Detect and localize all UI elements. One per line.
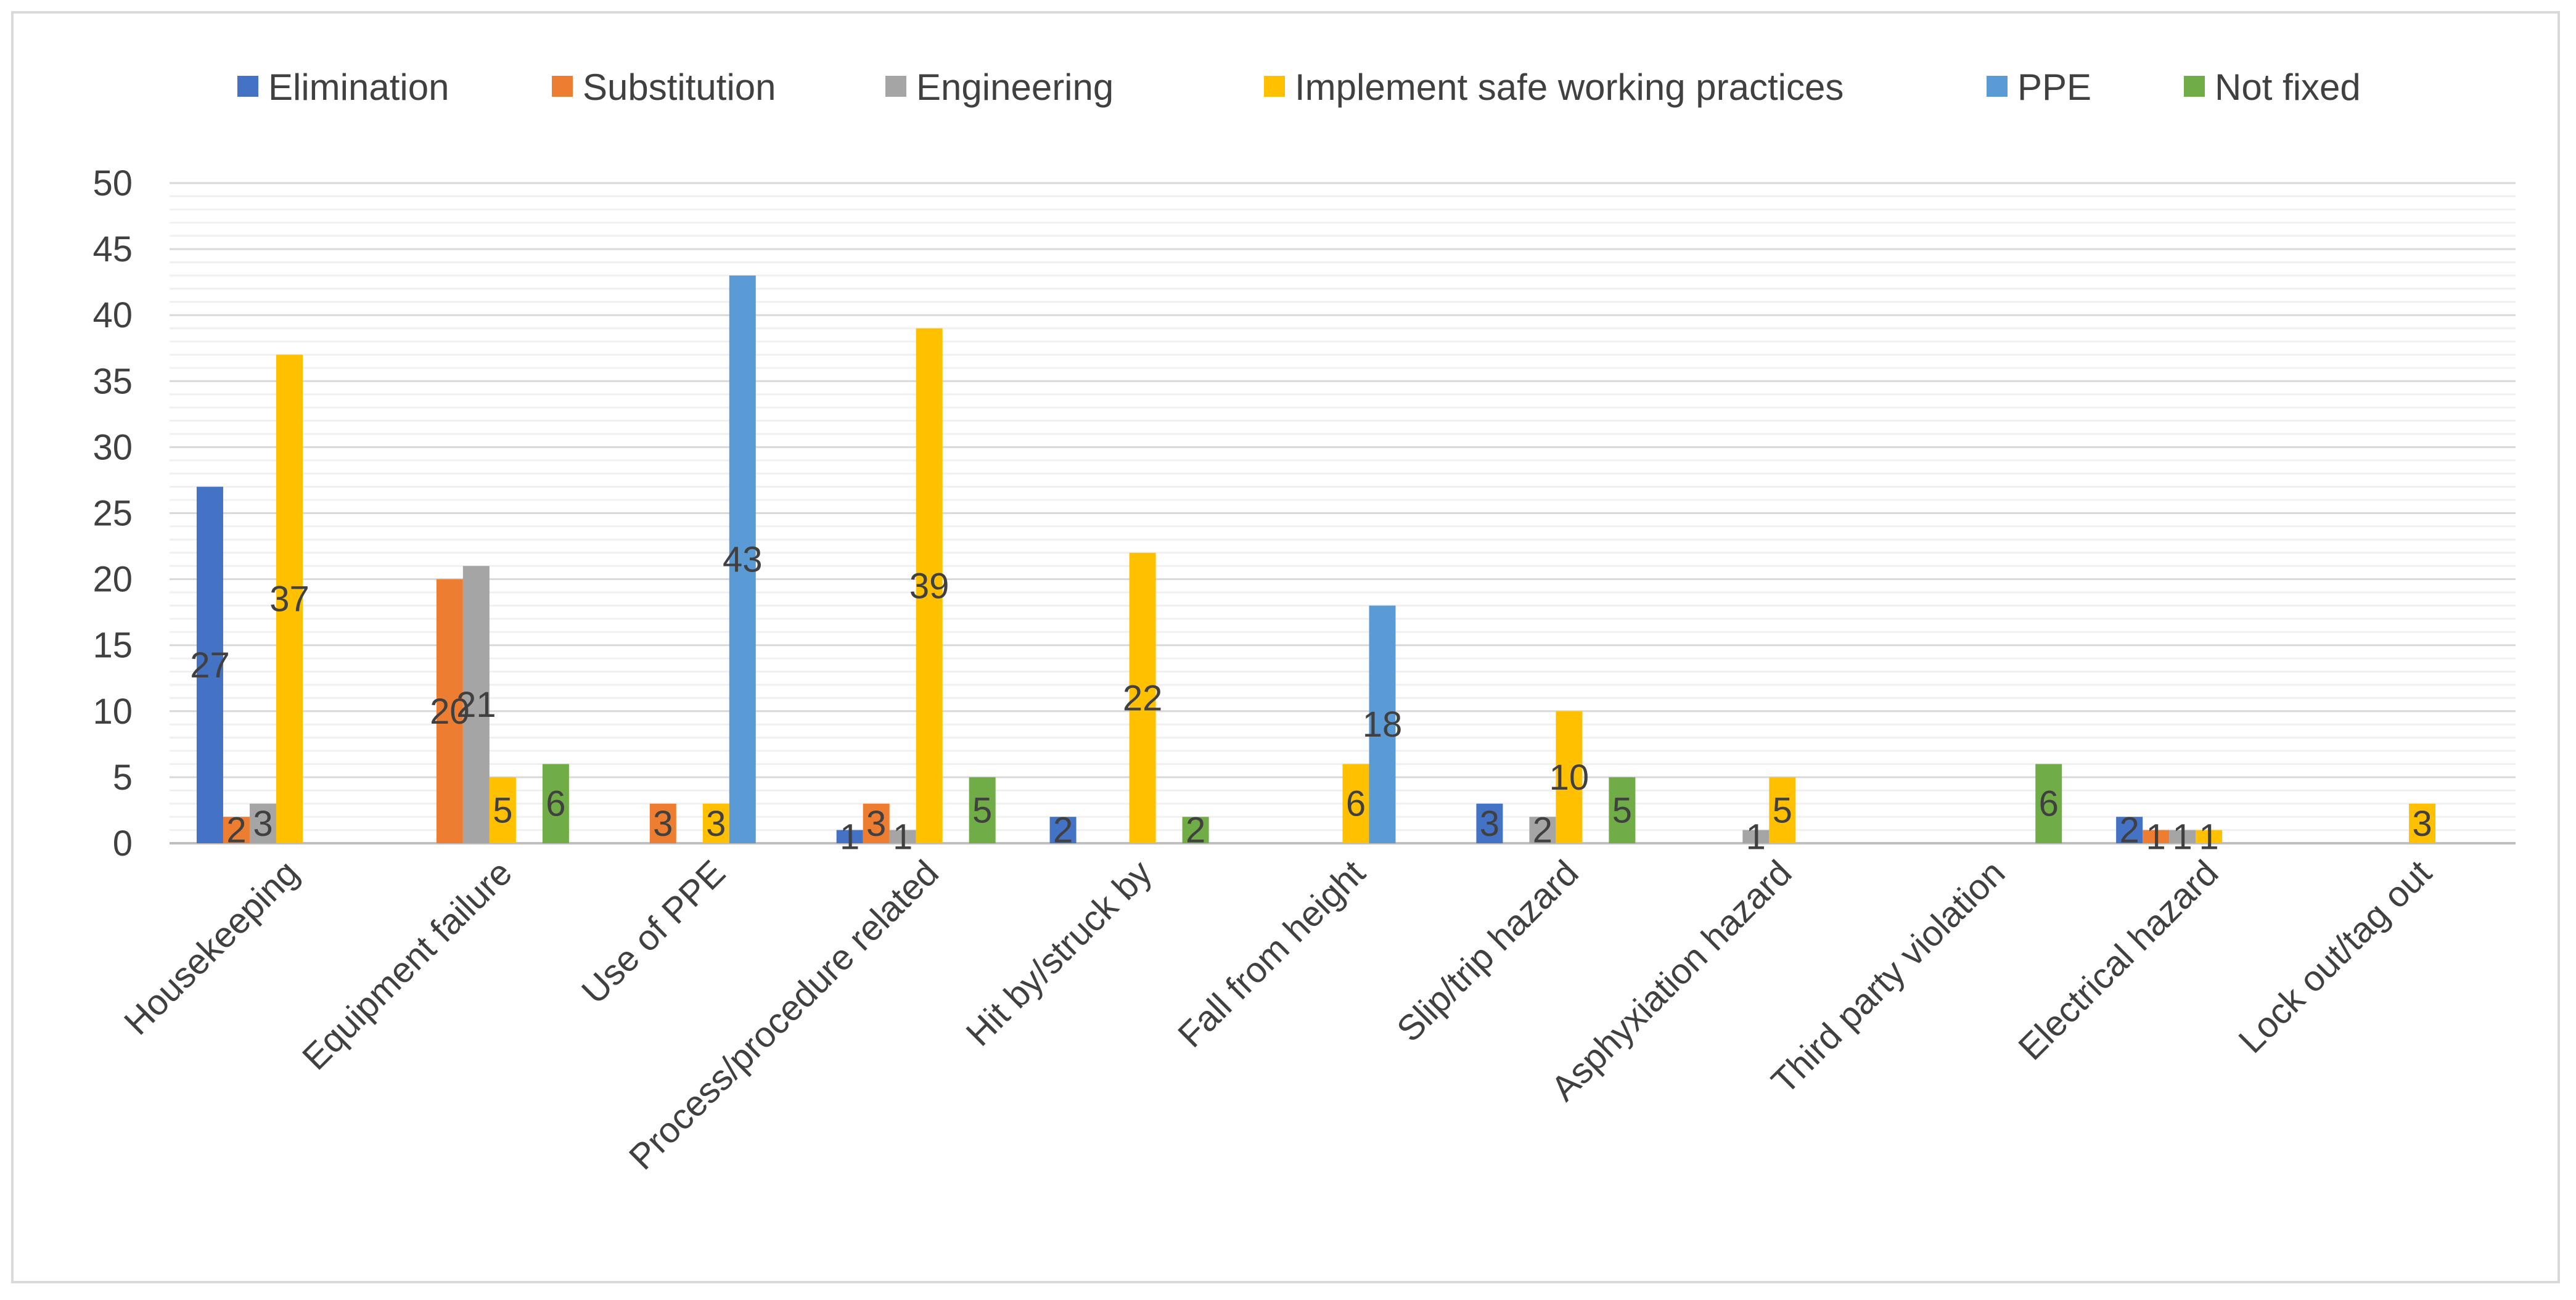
chart-border	[11, 11, 2560, 1283]
data-label: 18	[1363, 705, 1403, 745]
legend-label: Engineering	[916, 67, 1114, 108]
y-tick-label: 50	[92, 163, 133, 203]
data-label: 5	[972, 790, 992, 830]
data-label: 1	[2173, 817, 2192, 857]
gridlines	[170, 182, 2516, 832]
data-label: 37	[269, 579, 310, 619]
data-label: 22	[1123, 678, 1163, 718]
bar	[1182, 817, 1209, 843]
data-label: 6	[2039, 784, 2059, 824]
legend-swatch	[1987, 76, 2008, 97]
legend-swatch	[552, 76, 573, 97]
data-label: 6	[1346, 784, 1366, 824]
y-tick-label: 45	[92, 229, 133, 269]
bar	[1369, 605, 1396, 843]
legend-label: Implement safe working practices	[1295, 67, 1844, 108]
data-label: 21	[456, 685, 496, 725]
bar	[2116, 817, 2143, 843]
bar	[1476, 803, 1503, 843]
data-label: 1	[1746, 817, 1766, 857]
bar	[542, 764, 569, 843]
legend-swatch	[2184, 76, 2205, 97]
data-label: 5	[1773, 790, 1792, 830]
legend-label: Elimination	[268, 67, 449, 108]
data-label: 6	[546, 784, 565, 824]
bar	[249, 803, 276, 843]
bar	[2035, 764, 2062, 843]
data-label: 3	[2412, 804, 2432, 844]
y-tick-label: 15	[92, 626, 133, 666]
bar	[729, 275, 756, 843]
bar	[889, 830, 916, 843]
legend[interactable]: Elimination Substitution Engineering Implem…	[237, 67, 2361, 108]
legend-swatch	[885, 76, 906, 97]
bar	[1556, 711, 1583, 843]
data-label: 1	[2146, 817, 2166, 857]
y-tick-label: 5	[113, 758, 133, 798]
bar	[2196, 830, 2223, 843]
bar	[489, 777, 516, 843]
data-label: 2	[1186, 811, 1205, 851]
bar	[969, 777, 996, 843]
bar	[702, 803, 729, 843]
legend-label: Substitution	[583, 67, 776, 108]
bar	[916, 328, 943, 843]
data-label: 1	[840, 817, 859, 857]
bar	[2143, 830, 2170, 843]
data-label: 3	[706, 804, 726, 844]
data-label: 2	[2120, 811, 2139, 851]
y-tick-label: 10	[92, 692, 133, 732]
data-label: 2	[1533, 811, 1553, 851]
data-label: 3	[866, 804, 886, 844]
bar	[1129, 552, 1156, 843]
data-label: 39	[909, 566, 950, 606]
y-tick-label: 20	[92, 560, 133, 600]
y-tick-label: 25	[92, 494, 133, 534]
data-label: 5	[493, 790, 512, 830]
y-tick-label: 40	[92, 295, 133, 335]
bar	[462, 566, 490, 843]
data-label: 2	[226, 811, 246, 851]
bar	[1609, 777, 1636, 843]
bars	[196, 275, 2436, 843]
bar	[1529, 817, 1556, 843]
legend-label: PPE	[2017, 67, 2091, 108]
bar	[1742, 830, 1770, 843]
data-label: 1	[893, 817, 913, 857]
bar	[2409, 803, 2436, 843]
y-tick-label: 35	[92, 361, 133, 401]
bar	[1342, 764, 1369, 843]
data-label: 1	[2199, 817, 2219, 857]
bar	[836, 830, 863, 843]
data-label: 43	[723, 539, 763, 579]
legend-label: Not fixed	[2215, 67, 2361, 108]
bar	[1049, 817, 1077, 843]
bar	[2169, 830, 2196, 843]
data-label: 3	[653, 804, 673, 844]
bar	[863, 803, 890, 843]
legend-swatch	[1264, 76, 1285, 97]
y-tick-label: 0	[113, 824, 133, 864]
bar	[276, 354, 303, 843]
bar	[436, 579, 463, 843]
data-label: 5	[1612, 790, 1632, 830]
data-label: 20	[430, 692, 470, 732]
data-label: 27	[190, 645, 230, 685]
data-label: 3	[253, 804, 273, 844]
data-label: 3	[1480, 804, 1499, 844]
legend-swatch	[237, 76, 258, 97]
data-label: 10	[1549, 758, 1589, 798]
bar	[1769, 777, 1796, 843]
y-tick-label: 30	[92, 427, 133, 467]
bar	[649, 803, 676, 843]
data-label: 2	[1053, 811, 1073, 851]
bar	[196, 486, 223, 843]
bar	[223, 817, 250, 843]
